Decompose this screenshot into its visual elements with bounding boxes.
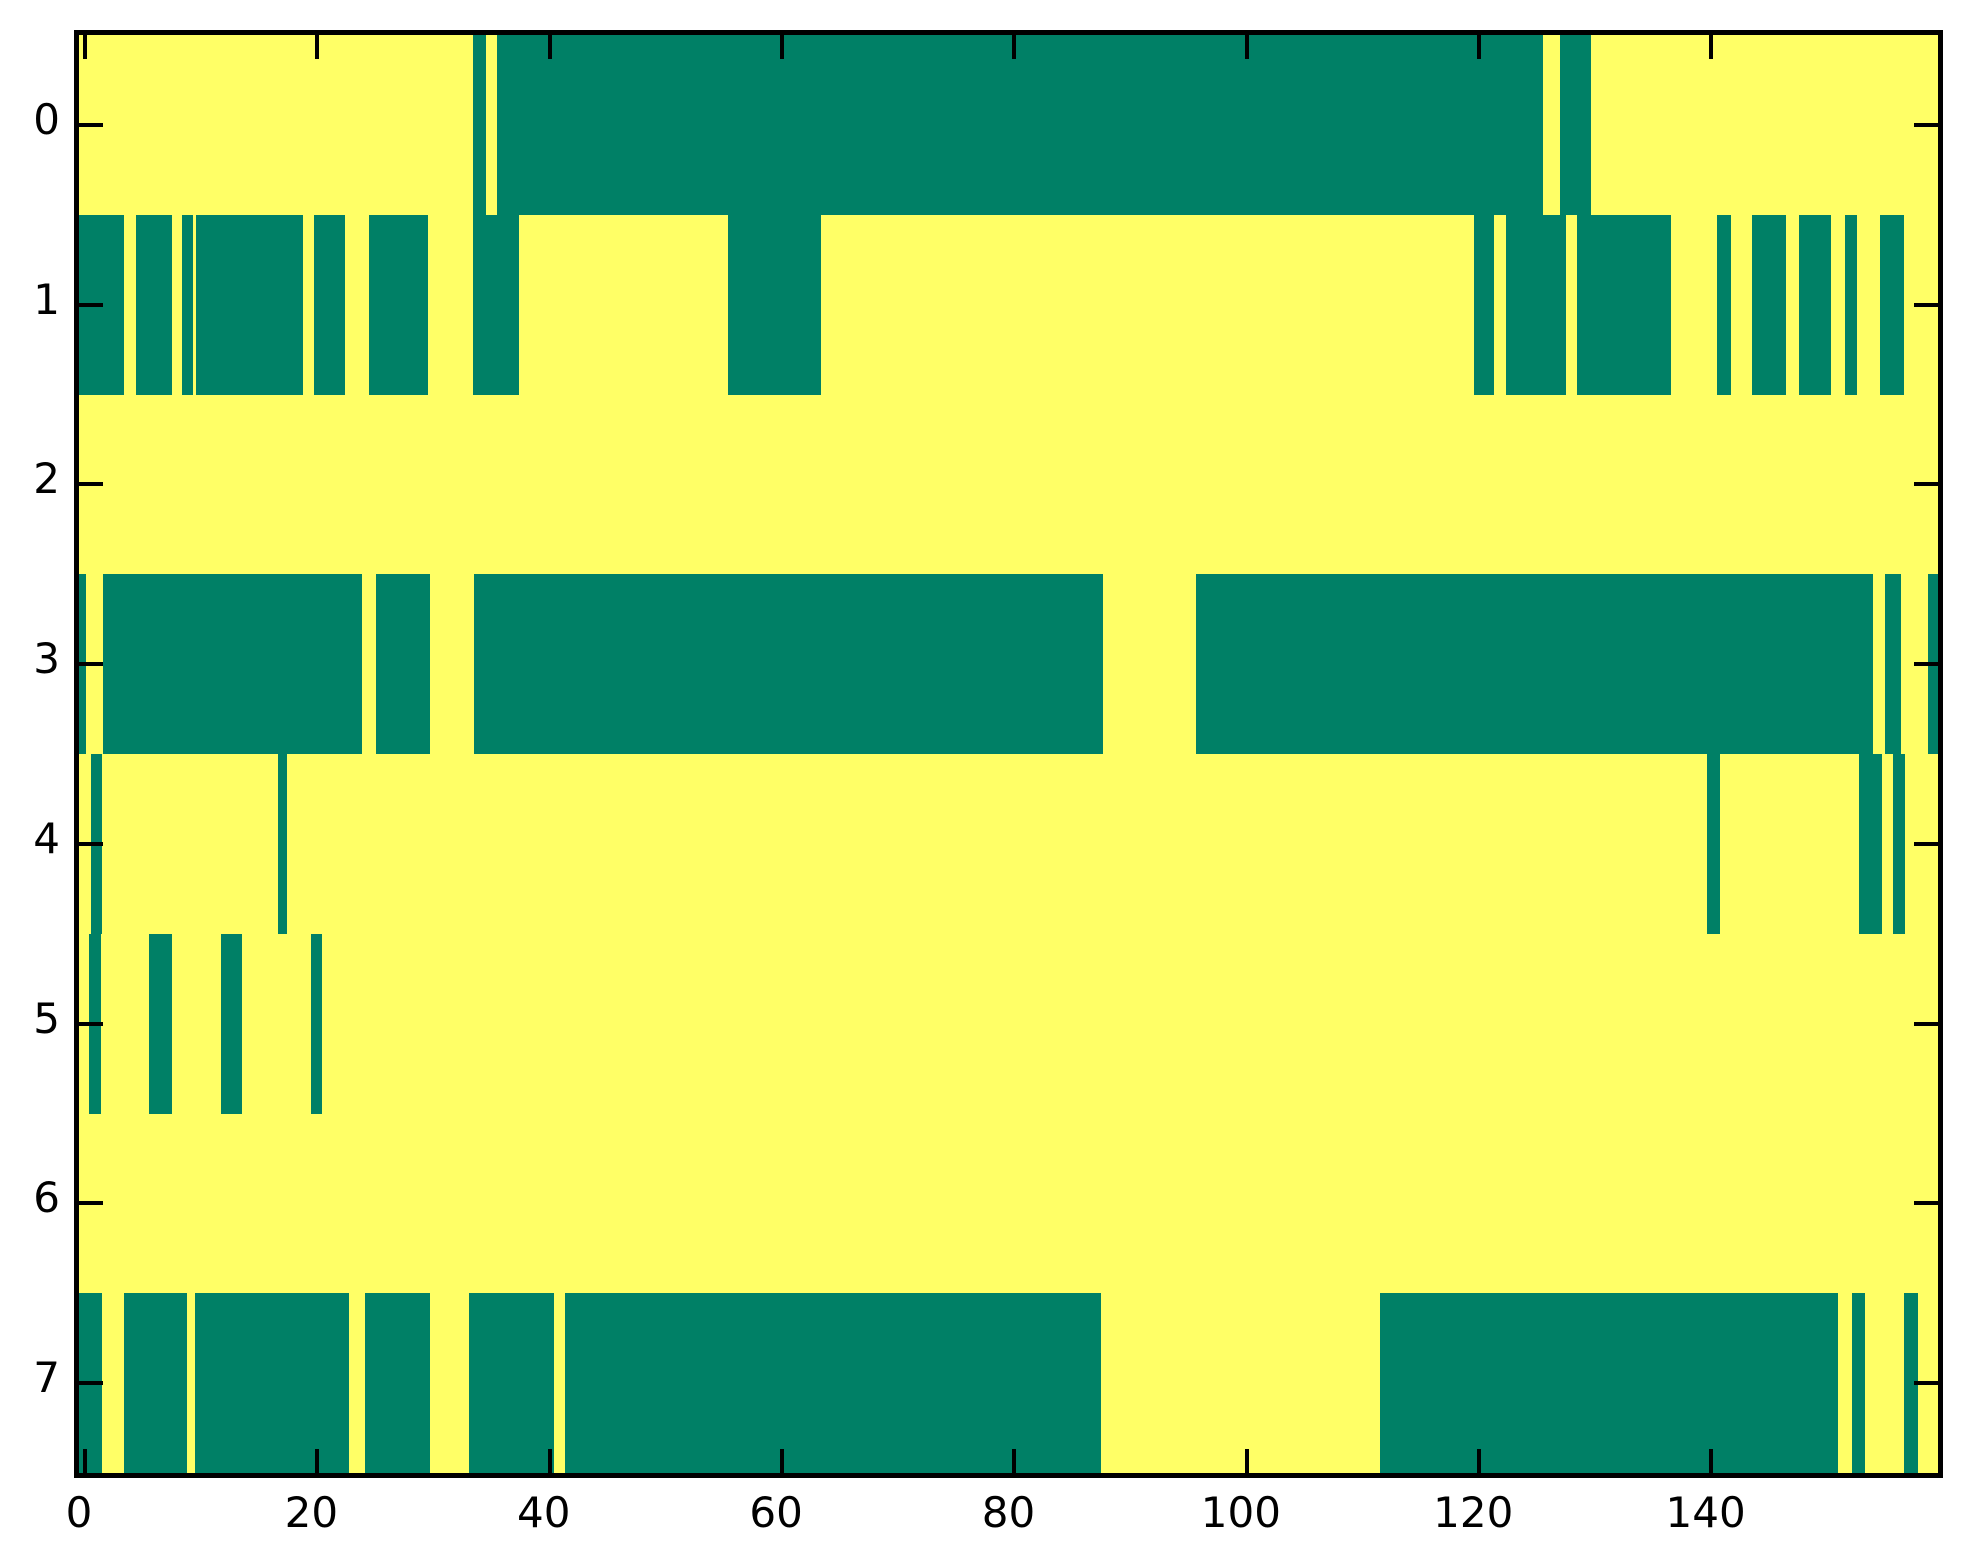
- x-tick-mark: [1244, 1449, 1249, 1473]
- x-tick-mark: [1709, 1449, 1714, 1473]
- x-tick-label: 80: [981, 1488, 1036, 1537]
- y-tick-label: 7: [33, 1353, 60, 1403]
- y-tick-mark: [79, 662, 103, 667]
- x-tick-mark: [1244, 35, 1249, 59]
- y-tick-mark: [79, 841, 103, 846]
- heatmap-teal-segment: [474, 574, 1103, 754]
- x-tick-label: 20: [284, 1488, 339, 1537]
- heatmap-teal-segment: [1706, 754, 1720, 934]
- heatmap-row-7: [79, 1293, 1938, 1473]
- heatmap-teal-segment: [1879, 214, 1905, 395]
- heatmap-teal-segment: [148, 933, 172, 1114]
- y-tick-mark: [79, 1381, 103, 1386]
- y-tick-label: 6: [33, 1173, 60, 1223]
- heatmap-teal-segment: [1752, 214, 1786, 395]
- x-tick-mark: [779, 1449, 784, 1473]
- y-tick-mark: [1914, 302, 1938, 307]
- y-tick-mark: [79, 1201, 103, 1206]
- x-tick-mark: [547, 1449, 552, 1473]
- heatmap-teal-segment: [564, 1293, 1102, 1473]
- x-tick-label: 120: [1433, 1488, 1514, 1537]
- y-tick-mark: [79, 482, 103, 487]
- x-tick-mark: [82, 1449, 87, 1473]
- y-tick-mark: [79, 1021, 103, 1026]
- heatmap-teal-segment: [728, 214, 822, 395]
- x-tick-mark: [1709, 35, 1714, 59]
- heatmap-row-0: [79, 35, 1938, 215]
- x-tick-mark: [315, 35, 320, 59]
- x-tick-mark: [315, 1449, 320, 1473]
- heatmap-teal-segment: [124, 1293, 188, 1473]
- y-tick-label: 4: [33, 813, 60, 863]
- y-tick-mark: [1914, 662, 1938, 667]
- axis-ticks: [79, 35, 1938, 1473]
- heatmap-teal-segment: [376, 574, 430, 754]
- heatmap-row-3: [79, 574, 1938, 754]
- y-tick-mark: [1914, 1201, 1938, 1206]
- y-tick-label: 1: [33, 274, 60, 324]
- x-tick-mark: [82, 35, 87, 59]
- y-tick-label: 3: [33, 634, 60, 684]
- heatmap-teal-segment: [472, 214, 520, 395]
- y-tick-label: 0: [33, 94, 60, 144]
- heatmap-teal-segment: [469, 1293, 555, 1473]
- y-tick-mark: [79, 122, 103, 127]
- heatmap-teal-segment: [103, 574, 363, 754]
- heatmap-teal-segment: [364, 1293, 430, 1473]
- heatmap-teal-segment: [1576, 214, 1671, 395]
- y-tick-mark: [1914, 841, 1938, 846]
- heatmap-teal-segment: [277, 754, 287, 934]
- heatmap-teal-segment: [1380, 1293, 1839, 1473]
- heatmap-teal-segment: [1505, 214, 1567, 395]
- x-tick-mark: [547, 35, 552, 59]
- heatmap-teal-segment: [1845, 214, 1857, 395]
- x-tick-label: 0: [65, 1488, 93, 1537]
- heatmap-teal-segment: [220, 933, 242, 1114]
- heatmap-teal-segment: [369, 214, 428, 395]
- x-tick-label: 60: [749, 1488, 803, 1537]
- y-tick-label: 5: [33, 993, 60, 1043]
- x-tick-label: 100: [1200, 1488, 1281, 1537]
- heatmap-teal-segment: [1195, 574, 1873, 754]
- x-tick-label: 140: [1665, 1488, 1746, 1537]
- x-tick-mark: [1477, 1449, 1482, 1473]
- x-tick-mark: [779, 35, 784, 59]
- heatmap-teal-segment: [311, 933, 322, 1114]
- heatmap-plot: [74, 30, 1943, 1478]
- heatmap-teal-segment: [1560, 35, 1591, 215]
- x-tick-mark: [1012, 1449, 1017, 1473]
- x-tick-mark: [1012, 35, 1017, 59]
- heatmap-cells: [79, 35, 1938, 1473]
- heatmap-teal-segment: [313, 214, 346, 395]
- heatmap-teal-segment: [1852, 1293, 1865, 1473]
- y-tick-mark: [79, 302, 103, 307]
- heatmap-teal-segment: [1858, 754, 1883, 934]
- y-tick-mark: [1914, 122, 1938, 127]
- heatmap-row-1: [79, 214, 1938, 395]
- y-tick-mark: [1914, 1021, 1938, 1026]
- heatmap-teal-segment: [1892, 754, 1906, 934]
- y-tick-mark: [1914, 482, 1938, 487]
- heatmap-teal-segment: [135, 214, 172, 395]
- heatmap-teal-segment: [182, 214, 193, 395]
- x-tick-mark: [1477, 35, 1482, 59]
- heatmap-teal-segment: [1884, 574, 1901, 754]
- heatmap-teal-segment: [1474, 214, 1495, 395]
- heatmap-teal-segment: [195, 1293, 349, 1473]
- heatmap-teal-segment: [196, 214, 304, 395]
- heatmap-teal-segment: [1717, 214, 1732, 395]
- y-tick-label: 2: [33, 454, 60, 504]
- heatmap-teal-segment: [472, 35, 486, 215]
- heatmap-teal-segment: [1904, 1293, 1919, 1473]
- y-tick-mark: [1914, 1381, 1938, 1386]
- x-tick-label: 40: [517, 1488, 571, 1537]
- heatmap-teal-segment: [497, 35, 1543, 215]
- heatmap-teal-segment: [1798, 214, 1832, 395]
